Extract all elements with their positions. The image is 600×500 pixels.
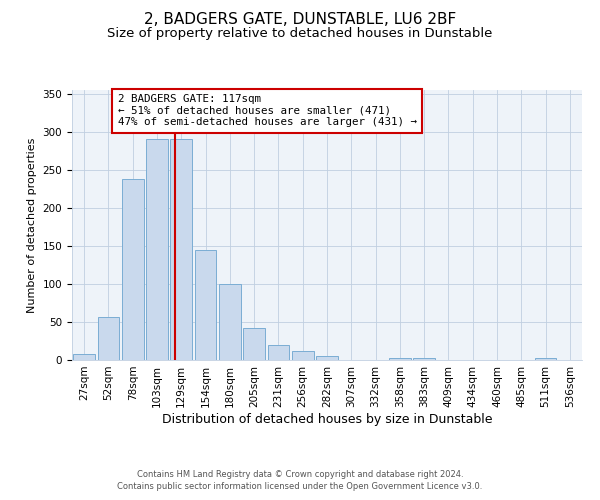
- Bar: [219, 284, 241, 360]
- Bar: [413, 358, 435, 360]
- Bar: [535, 358, 556, 360]
- Bar: [243, 328, 265, 360]
- Y-axis label: Number of detached properties: Number of detached properties: [27, 138, 37, 312]
- Text: 2, BADGERS GATE, DUNSTABLE, LU6 2BF: 2, BADGERS GATE, DUNSTABLE, LU6 2BF: [144, 12, 456, 28]
- Bar: [170, 140, 192, 360]
- Text: Size of property relative to detached houses in Dunstable: Size of property relative to detached ho…: [107, 28, 493, 40]
- Text: Contains public sector information licensed under the Open Government Licence v3: Contains public sector information licen…: [118, 482, 482, 491]
- Bar: [389, 358, 411, 360]
- Bar: [97, 316, 119, 360]
- Bar: [268, 345, 289, 360]
- Bar: [122, 179, 143, 360]
- Bar: [146, 140, 168, 360]
- Bar: [73, 354, 95, 360]
- Text: Contains HM Land Registry data © Crown copyright and database right 2024.: Contains HM Land Registry data © Crown c…: [137, 470, 463, 479]
- X-axis label: Distribution of detached houses by size in Dunstable: Distribution of detached houses by size …: [162, 412, 492, 426]
- Bar: [316, 356, 338, 360]
- Bar: [194, 250, 217, 360]
- Text: 2 BADGERS GATE: 117sqm
← 51% of detached houses are smaller (471)
47% of semi-de: 2 BADGERS GATE: 117sqm ← 51% of detached…: [118, 94, 417, 127]
- Bar: [292, 351, 314, 360]
